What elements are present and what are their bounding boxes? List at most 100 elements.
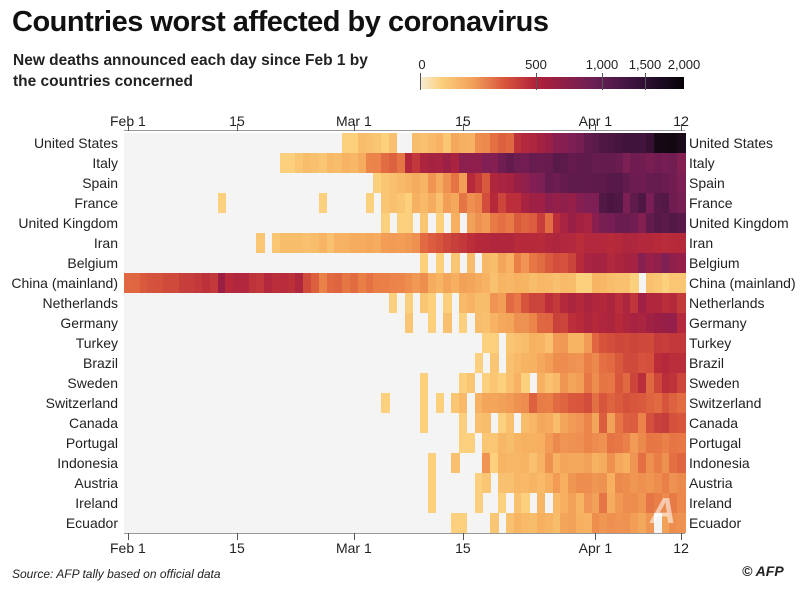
heatmap-cell (583, 233, 593, 253)
heatmap-cell (536, 393, 546, 413)
heatmap-cell (435, 253, 445, 273)
heatmap-cell (474, 193, 484, 213)
country-label: Germany (60, 315, 118, 331)
heatmap-cell (490, 513, 499, 533)
heatmap-cell (505, 413, 515, 433)
heatmap-cell (583, 473, 593, 493)
heatmap-cell (591, 193, 600, 213)
heatmap-cell (575, 233, 585, 253)
heatmap-cell (451, 213, 460, 233)
heatmap-cell (513, 493, 522, 513)
heatmap-cell (529, 313, 538, 333)
heatmap-cell (521, 493, 530, 513)
heatmap-cell (560, 173, 569, 193)
country-label: Switzerland (45, 395, 118, 411)
heatmap-cell (435, 233, 445, 253)
heatmap-cell (240, 273, 250, 293)
heatmap-cell (311, 153, 320, 173)
heatmap-cell (388, 233, 398, 253)
x-tick (353, 124, 355, 131)
heatmap-cell (614, 153, 624, 173)
heatmap-cell (630, 193, 639, 213)
heatmap-cell (474, 413, 484, 433)
heatmap-cell (342, 233, 351, 253)
heatmap-cell (443, 233, 452, 253)
heatmap-cell (560, 153, 569, 173)
heatmap-cell (466, 293, 476, 313)
heatmap-cell (583, 393, 593, 413)
heatmap-cell (560, 233, 569, 253)
heatmap-cell (630, 313, 639, 333)
heatmap-cell (420, 193, 429, 213)
heatmap-cell (583, 313, 593, 333)
heatmap-cell (334, 273, 343, 293)
country-label: Belgium (689, 255, 740, 271)
country-label: Belgium (67, 255, 118, 271)
heatmap-cell (661, 453, 671, 473)
heatmap-cell (459, 413, 468, 433)
heatmap-cell (513, 273, 522, 293)
heatmap-cell (396, 233, 406, 253)
heatmap-cell (388, 153, 398, 173)
x-tick-label: 15 (229, 540, 245, 556)
heatmap-cell (677, 133, 686, 153)
country-label: Switzerland (689, 395, 762, 411)
heatmap-cell (653, 313, 663, 333)
heatmap-cell (646, 273, 655, 293)
heatmap-cell (591, 453, 600, 473)
heatmap-cell (661, 133, 671, 153)
heatmap-cell (201, 273, 211, 293)
heatmap-cell (646, 433, 655, 453)
heatmap-cell (568, 433, 577, 453)
heatmap-cell (646, 173, 655, 193)
heatmap-cell (552, 293, 561, 313)
heatmap-cell (318, 273, 328, 293)
heatmap-cell (622, 513, 632, 533)
heatmap-cell (536, 193, 546, 213)
heatmap-cell (529, 153, 538, 173)
heatmap-cell (544, 273, 554, 293)
heatmap-cell (622, 253, 632, 273)
heatmap-cell (669, 293, 678, 313)
heatmap-cell (575, 453, 585, 473)
heatmap-cell (521, 193, 530, 213)
heatmap-cell (412, 173, 421, 193)
heatmap-cell (638, 173, 647, 193)
heatmap-cell (490, 273, 499, 293)
heatmap-cell (490, 173, 499, 193)
heatmap-cell (474, 273, 484, 293)
heatmap-cell (505, 513, 515, 533)
heatmap-cell (529, 253, 538, 273)
heatmap-cell (622, 413, 632, 433)
country-label: China (mainland) (11, 275, 118, 291)
heatmap-cell (622, 333, 632, 353)
heatmap-cell (661, 293, 671, 313)
source-note: Source: AFP tally based on official data (12, 567, 221, 581)
heatmap-cell (653, 433, 663, 453)
heatmap-cell (552, 353, 561, 373)
heatmap-cell (404, 233, 413, 253)
heatmap-cell (653, 453, 663, 473)
heatmap-cell (326, 273, 335, 293)
heatmap-cell (607, 473, 616, 493)
heatmap-cell (279, 153, 289, 173)
heatmap-cell (653, 493, 663, 513)
chart-title: Countries worst affected by coronavirus (12, 6, 549, 38)
heatmap-cell (427, 453, 437, 473)
heatmap-cell (474, 173, 484, 193)
heatmap-cell (560, 373, 569, 393)
heatmap-cell (630, 333, 639, 353)
legend-label: 1,000 (585, 57, 619, 72)
heatmap-cell (630, 513, 639, 533)
heatmap-cell (669, 153, 678, 173)
heatmap-cell (560, 353, 569, 373)
country-label: Iran (689, 235, 714, 251)
heatmap-cell (568, 353, 577, 373)
heatmap-cell (575, 313, 585, 333)
heatmap-cell (529, 293, 538, 313)
heatmap-cell (482, 193, 491, 213)
heatmap-cell (583, 493, 593, 513)
legend-label: 1,500 (628, 57, 662, 72)
heatmap-cell (622, 133, 632, 153)
heatmap-cell (599, 253, 608, 273)
